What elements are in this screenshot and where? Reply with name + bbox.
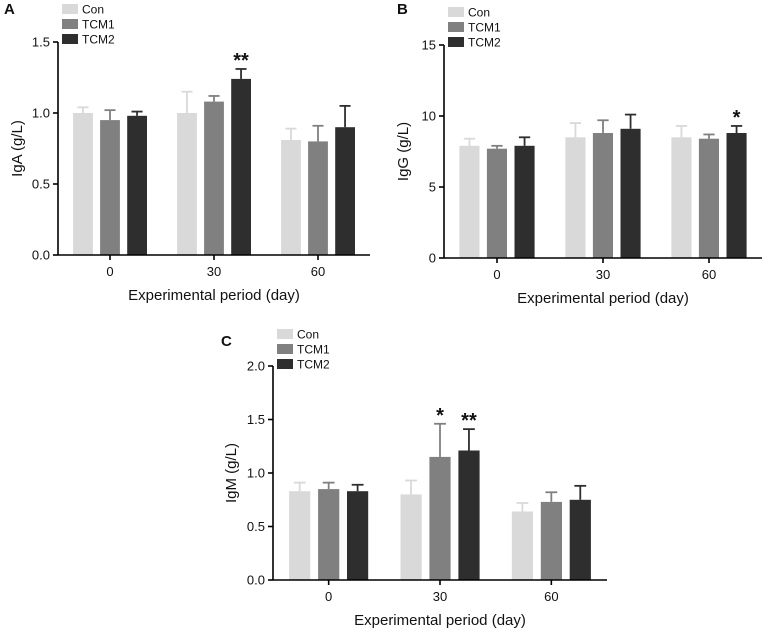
x-tick-label-b-0: 0 — [493, 267, 500, 282]
bar-a-con-day0 — [73, 113, 93, 255]
y-tick-label-a-0: 0.0 — [32, 248, 50, 263]
legend-swatch-a-tcm2 — [62, 34, 78, 44]
x-tick-label-a-0: 0 — [106, 264, 113, 279]
bar-c-tcm1-day0 — [318, 489, 340, 580]
legend-label-a-tcm1: TCM1 — [82, 18, 115, 32]
bar-c-tcm2-day60 — [569, 499, 591, 581]
bar-a-tcm1-day30 — [204, 101, 224, 255]
bar-c-con-day60 — [511, 511, 533, 580]
bar-b-tcm1-day60 — [698, 138, 719, 258]
legend-label-c-con: Con — [297, 328, 319, 342]
y-axis-title-b: IgG (g/L) — [395, 122, 412, 181]
bar-b-tcm2-day60 — [726, 133, 747, 258]
y-tick-label-a-2: 1.0 — [32, 106, 50, 121]
x-tick-label-c-2: 60 — [544, 589, 558, 604]
bar-b-tcm1-day0 — [486, 148, 507, 258]
bar-c-con-day0 — [289, 491, 311, 580]
bar-b-con-day60 — [671, 137, 692, 258]
panel-b: B * 0 5 10 15 0 30 60 Experimental period (day) Ig… — [395, 1, 762, 307]
panel-letter-c: C — [221, 333, 232, 350]
legend-label-c-tcm1: TCM1 — [297, 343, 330, 357]
x-tick-label-b-1: 30 — [596, 267, 610, 282]
significance-label-b-1: * — [733, 107, 741, 129]
significance-label-c-1: * — [436, 405, 444, 427]
bar-a-tcm1-day0 — [100, 120, 120, 255]
bar-a-tcm2-day60 — [335, 127, 355, 255]
x-axis-title-b: Experimental period (day) — [517, 290, 689, 307]
legend-swatch-a-tcm1 — [62, 19, 78, 29]
y-tick-label-c-0: 0.0 — [247, 573, 265, 588]
legend-swatch-b-tcm1 — [448, 22, 464, 32]
legend-label-b-tcm1: TCM1 — [468, 21, 501, 35]
y-tick-label-b-1: 5 — [429, 180, 436, 195]
legend-swatch-c-tcm1 — [277, 344, 293, 354]
x-axis-title-a: Experimental period (day) — [128, 287, 300, 304]
legend-label-b-tcm2: TCM2 — [468, 36, 501, 50]
bar-c-tcm1-day60 — [540, 501, 562, 580]
legend-label-a-tcm2: TCM2 — [82, 33, 115, 47]
legend-swatch-a-con — [62, 4, 78, 14]
significance-label-a-1: ** — [233, 50, 249, 72]
panel-letter-b: B — [397, 1, 408, 18]
x-tick-label-a-2: 60 — [311, 264, 325, 279]
legend-swatch-c-tcm2 — [277, 359, 293, 369]
bar-b-con-day0 — [459, 145, 480, 258]
y-tick-label-a-3: 1.5 — [32, 35, 50, 50]
bar-b-tcm2-day30 — [620, 128, 641, 258]
bar-b-con-day30 — [565, 137, 586, 258]
bar-b-tcm1-day30 — [592, 133, 613, 258]
legend-label-a-con: Con — [82, 3, 104, 17]
legend-label-c-tcm2: TCM2 — [297, 358, 330, 372]
bar-c-tcm2-day0 — [347, 491, 369, 580]
x-axis-title-c: Experimental period (day) — [354, 612, 526, 629]
bar-a-con-day60 — [281, 140, 301, 255]
significance-label-c-2: ** — [461, 410, 477, 432]
bar-a-tcm2-day30 — [231, 78, 251, 256]
y-tick-label-b-2: 10 — [422, 109, 436, 124]
bar-c-con-day30 — [400, 494, 422, 580]
y-tick-label-c-2: 1.0 — [247, 466, 265, 481]
x-tick-label-a-1: 30 — [207, 264, 221, 279]
legend-swatch-c-con — [277, 329, 293, 339]
bar-c-tcm2-day30 — [458, 450, 480, 580]
panel-a: A ** 0.0 0.5 1.0 1.5 0 30 60 Experimental period … — [4, 1, 370, 304]
legend-swatch-b-con — [448, 7, 464, 17]
bar-b-tcm2-day0 — [514, 145, 535, 258]
bar-a-tcm2-day0 — [127, 115, 147, 255]
y-tick-label-b-0: 0 — [429, 251, 436, 266]
bar-a-con-day30 — [177, 113, 197, 255]
y-axis-title-a: IgA (g/L) — [9, 120, 26, 177]
y-tick-label-a-1: 0.5 — [32, 177, 50, 192]
panel-letter-a: A — [4, 1, 15, 18]
bar-c-tcm1-day30 — [429, 456, 451, 580]
bar-a-tcm1-day60 — [308, 141, 328, 255]
y-tick-label-b-3: 15 — [422, 38, 436, 53]
x-tick-label-b-2: 60 — [702, 267, 716, 282]
legend-swatch-b-tcm2 — [448, 37, 464, 47]
y-tick-label-c-1: 0.5 — [247, 519, 265, 534]
y-axis-title-c: IgM (g/L) — [223, 443, 240, 503]
legend-label-b-con: Con — [468, 6, 490, 20]
y-tick-label-c-3: 1.5 — [247, 412, 265, 427]
x-tick-label-c-1: 30 — [433, 589, 447, 604]
x-tick-label-c-0: 0 — [325, 589, 332, 604]
y-tick-label-c-4: 2.0 — [247, 359, 265, 374]
